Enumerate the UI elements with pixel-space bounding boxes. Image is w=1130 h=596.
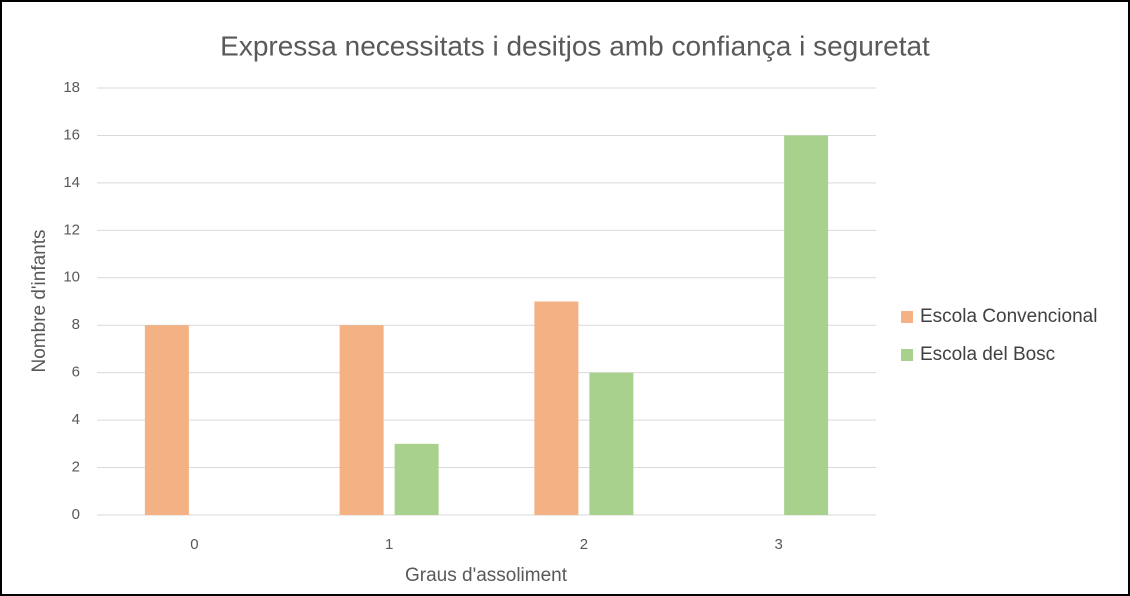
legend-label: Escola del Bosc (920, 344, 1055, 365)
bar (394, 443, 439, 515)
y-tick-label: 18 (63, 79, 80, 96)
bar (589, 372, 634, 515)
y-tick-label: 14 (63, 174, 80, 191)
bar (534, 301, 579, 515)
x-axis-label: Graus d'assoliment (405, 565, 568, 586)
y-tick-label: 16 (63, 126, 80, 143)
y-tick-label: 12 (63, 221, 80, 238)
chart-title: Expressa necessitats i desitjos amb conf… (220, 30, 930, 61)
y-tick-label: 4 (72, 411, 80, 428)
x-tick-label: 3 (774, 536, 782, 553)
bar (144, 325, 189, 515)
legend-swatch (901, 311, 913, 323)
y-tick-label: 6 (72, 364, 80, 381)
bar (784, 135, 829, 515)
x-tick-label: 2 (580, 536, 588, 553)
y-axis-label: Nombre d'infants (29, 229, 50, 372)
legend-swatch (901, 349, 913, 361)
x-tick-label: 0 (190, 536, 198, 553)
legend-label: Escola Convencional (920, 306, 1097, 327)
y-tick-label: 8 (72, 316, 80, 333)
bar (339, 325, 384, 515)
y-tick-label: 0 (72, 506, 80, 523)
x-tick-label: 1 (385, 536, 393, 553)
y-tick-label: 10 (63, 269, 80, 286)
y-tick-label: 2 (72, 459, 80, 476)
